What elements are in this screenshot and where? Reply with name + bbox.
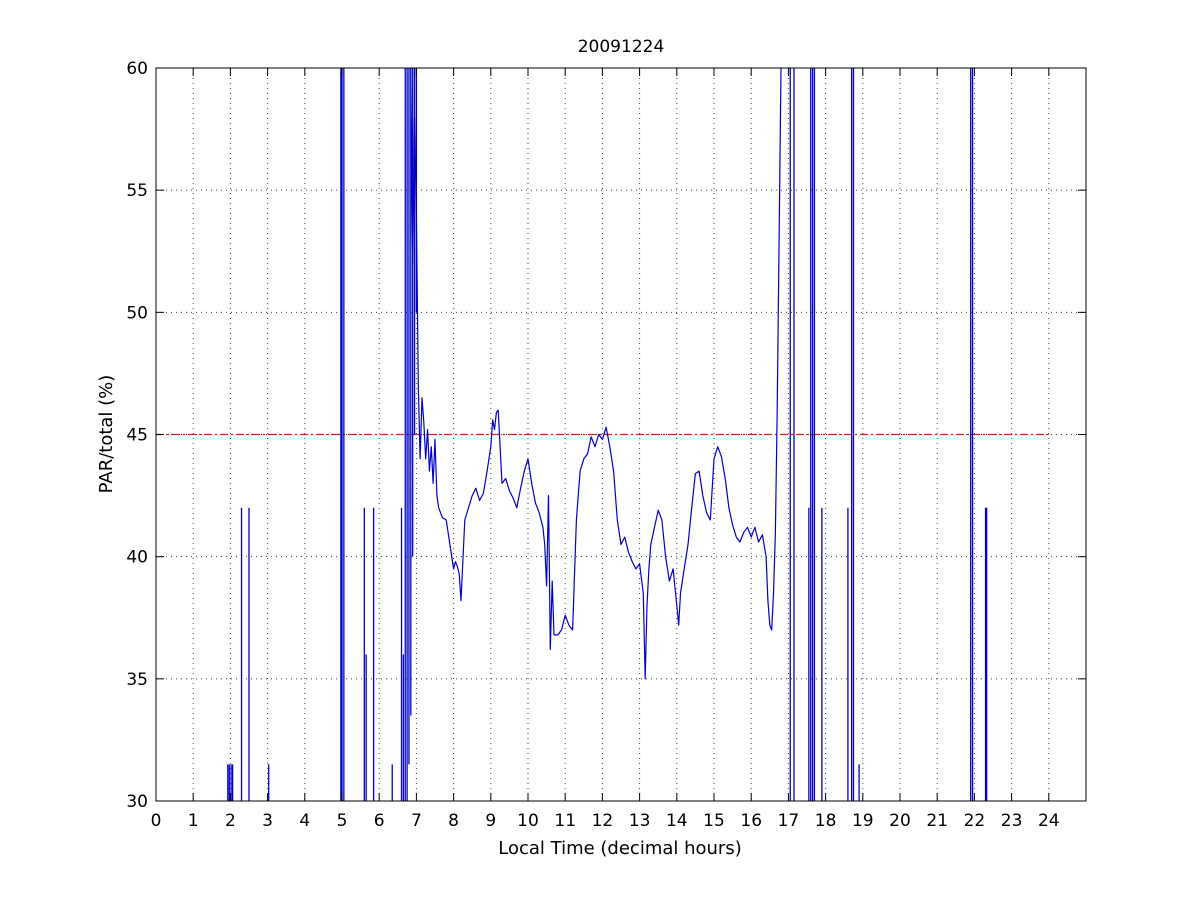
x-tick-label: 22 (964, 811, 986, 831)
x-tick-label: 24 (1038, 811, 1060, 831)
x-tick-label: 4 (299, 811, 310, 831)
x-tick-label: 7 (411, 811, 422, 831)
x-tick-label: 11 (554, 811, 576, 831)
x-tick-label: 18 (815, 811, 837, 831)
tick-labels: 0 1 2 3 4 5 6 7 8 9 10 11 12 13 14 15 16 17 18 19 20 21 22 23 24… (126, 59, 1059, 831)
y-tick-label: 40 (126, 548, 148, 568)
y-tick-label: 60 (126, 59, 148, 79)
x-tick-label: 20 (889, 811, 911, 831)
x-tick-label: 1 (188, 811, 199, 831)
x-tick-label: 6 (374, 811, 385, 831)
x-tick-label: 19 (852, 811, 874, 831)
y-tick-label: 30 (126, 792, 148, 812)
x-tick-label: 16 (740, 811, 762, 831)
data-layer (156, 68, 1049, 801)
y-tick-label: 35 (126, 670, 148, 690)
x-tick-label: 15 (703, 811, 725, 831)
x-tick-label: 10 (517, 811, 539, 831)
par-ratio-series-line (776, 68, 782, 411)
y-tick-label: 50 (126, 303, 148, 323)
par-ratio-series-line (410, 68, 778, 680)
x-tick-label: 14 (666, 811, 688, 831)
x-tick-label: 5 (337, 811, 348, 831)
chart-title: 20091224 (578, 37, 665, 57)
x-axis-label: Local Time (decimal hours) (498, 838, 741, 859)
x-tick-label: 21 (926, 811, 948, 831)
x-tick-label: 2 (225, 811, 236, 831)
x-tick-label: 12 (592, 811, 614, 831)
x-tick-label: 9 (485, 811, 496, 831)
y-axis-label: PAR/total (%) (96, 375, 117, 494)
x-tick-label: 23 (1001, 811, 1023, 831)
x-tick-label: 0 (151, 811, 162, 831)
x-tick-label: 13 (629, 811, 651, 831)
x-tick-label: 8 (448, 811, 459, 831)
y-tick-label: 55 (126, 181, 148, 201)
tick-marks (155, 67, 1086, 802)
x-tick-label: 3 (262, 811, 273, 831)
y-tick-label: 45 (126, 426, 148, 446)
x-tick-label: 17 (778, 811, 800, 831)
